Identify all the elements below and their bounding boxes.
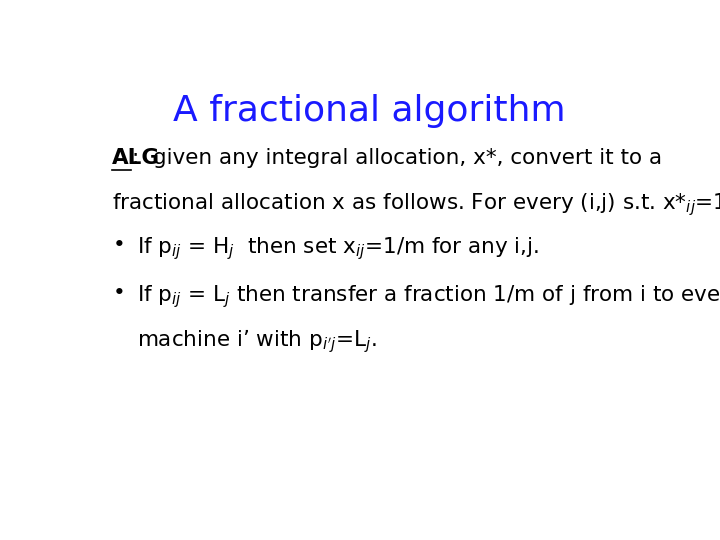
- Text: fractional allocation x as follows. For every (i,j) s.t. x*$_{ij}$=1,  do:: fractional allocation x as follows. For …: [112, 192, 720, 218]
- Text: If p$_{ij}$ = L$_{j}$ then transfer a fraction 1/m of j from i to every: If p$_{ij}$ = L$_{j}$ then transfer a fr…: [138, 283, 720, 310]
- Text: ALG: ALG: [112, 148, 161, 168]
- Text: A fractional algorithm: A fractional algorithm: [173, 94, 565, 128]
- Text: •: •: [112, 235, 125, 255]
- Text: If p$_{ij}$ = H$_{j}$  then set x$_{ij}$=1/m for any i,j.: If p$_{ij}$ = H$_{j}$ then set x$_{ij}$=…: [138, 235, 539, 262]
- Text: machine i’ with p$_{i'j}$=L$_{j}$.: machine i’ with p$_{i'j}$=L$_{j}$.: [138, 327, 377, 355]
- Text: •: •: [112, 283, 125, 303]
- Text: :  given any integral allocation, x*, convert it to a: : given any integral allocation, x*, con…: [132, 148, 662, 168]
